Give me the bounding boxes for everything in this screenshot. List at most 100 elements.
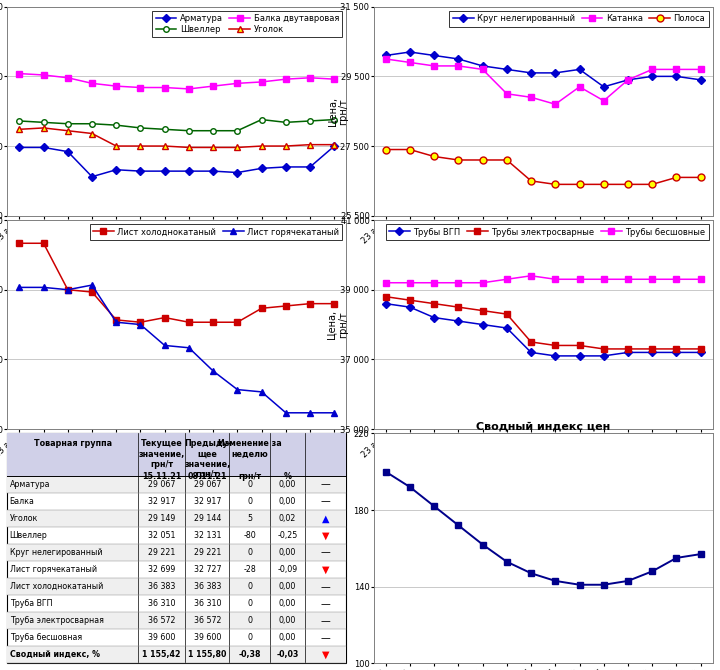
Круг нелегированный bbox=[600, 83, 608, 91]
Text: Арматура: Арматура bbox=[9, 480, 50, 489]
Text: 0,00: 0,00 bbox=[279, 582, 296, 591]
Трубы бесшовные bbox=[624, 275, 632, 283]
Арматура bbox=[233, 168, 242, 176]
Text: —: — bbox=[320, 582, 330, 592]
Text: 0,00: 0,00 bbox=[279, 633, 296, 643]
Text: 0,00: 0,00 bbox=[279, 480, 296, 489]
Полоса bbox=[405, 145, 414, 153]
Text: 32 727: 32 727 bbox=[194, 565, 221, 574]
Text: Балка: Балка bbox=[9, 497, 35, 506]
Круг нелегированный bbox=[430, 52, 438, 60]
Text: 29 067: 29 067 bbox=[194, 480, 221, 489]
Трубы ВГП bbox=[696, 348, 705, 356]
Катанка bbox=[600, 96, 608, 105]
Text: 36 310: 36 310 bbox=[194, 599, 221, 608]
Text: -28: -28 bbox=[243, 565, 256, 574]
Line: Катанка: Катанка bbox=[383, 56, 703, 107]
Швеллер bbox=[88, 120, 96, 128]
Трубы ВГП bbox=[430, 314, 438, 322]
Арматура bbox=[184, 167, 193, 175]
Уголок bbox=[63, 127, 72, 135]
Трубы бесшовные bbox=[454, 279, 463, 287]
Круг нелегированный bbox=[405, 48, 414, 56]
Круг нелегированный bbox=[503, 66, 511, 74]
Лист горячекатаный bbox=[257, 388, 266, 396]
Лист холоднокатаный bbox=[233, 318, 242, 326]
Text: Текущее
значение,
грн/т: Текущее значение, грн/т bbox=[138, 439, 184, 469]
Лист холоднокатаный bbox=[39, 239, 48, 247]
Арматура bbox=[112, 165, 120, 174]
Трубы электросварные bbox=[527, 338, 536, 346]
Трубы электросварные bbox=[575, 342, 584, 350]
Балка двутавровая bbox=[257, 78, 266, 86]
Text: 1 155,80: 1 155,80 bbox=[188, 651, 227, 659]
Балка двутавровая bbox=[184, 85, 193, 93]
Line: Круг нелегированный: Круг нелегированный bbox=[383, 49, 703, 90]
Лист горячекатаный bbox=[161, 342, 169, 350]
Балка двутавровая bbox=[136, 84, 145, 92]
Балка двутавровая bbox=[330, 75, 338, 83]
Швеллер bbox=[184, 127, 193, 135]
Круг нелегированный bbox=[624, 76, 632, 84]
Line: Трубы ВГП: Трубы ВГП bbox=[383, 301, 703, 358]
Трубы ВГП bbox=[503, 324, 511, 332]
Уголок bbox=[209, 143, 217, 151]
Text: 36 572: 36 572 bbox=[148, 616, 175, 625]
Лист холоднокатаный bbox=[282, 302, 290, 310]
Text: -0,09: -0,09 bbox=[277, 565, 297, 574]
Text: 0,00: 0,00 bbox=[279, 497, 296, 506]
Катанка bbox=[672, 66, 681, 74]
Text: -80: -80 bbox=[243, 531, 256, 540]
Лист холоднокатаный bbox=[136, 318, 145, 326]
Лист горячекатаный bbox=[88, 281, 96, 289]
Балка двутавровая bbox=[15, 70, 24, 78]
Legend: Лист холоднокатаный, Лист горячекатаный: Лист холоднокатаный, Лист горячекатаный bbox=[90, 224, 342, 240]
Балка двутавровая bbox=[88, 79, 96, 87]
Line: Лист холоднокатаный: Лист холоднокатаный bbox=[17, 241, 337, 325]
Трубы бесшовные bbox=[575, 275, 584, 283]
Трубы электросварные bbox=[405, 296, 414, 304]
Швеллер bbox=[306, 117, 315, 125]
Лист холоднокатаный bbox=[161, 314, 169, 322]
Text: Сводный индекс, %: Сводный индекс, % bbox=[9, 651, 99, 659]
Балка двутавровая bbox=[63, 74, 72, 82]
Legend: Круг нелегированный, Катанка, Полоса: Круг нелегированный, Катанка, Полоса bbox=[449, 11, 708, 27]
Катанка bbox=[696, 66, 705, 74]
Text: ▼: ▼ bbox=[322, 650, 329, 660]
Балка двутавровая bbox=[161, 84, 169, 92]
Bar bbox=[7, 544, 346, 561]
Швеллер bbox=[39, 119, 48, 127]
Text: Круг нелегированный: Круг нелегированный bbox=[9, 548, 102, 557]
Трубы электросварные bbox=[454, 303, 463, 311]
Text: -0,25: -0,25 bbox=[277, 531, 297, 540]
Трубы бесшовные bbox=[600, 275, 608, 283]
Text: 0,00: 0,00 bbox=[279, 616, 296, 625]
Арматура bbox=[257, 164, 266, 172]
Полоса bbox=[600, 180, 608, 188]
Text: Предыду-
щее
значение,
грн/т: Предыду- щее значение, грн/т bbox=[184, 439, 231, 479]
Полоса bbox=[454, 156, 463, 164]
Трубы электросварные bbox=[430, 299, 438, 308]
Полоса bbox=[696, 174, 705, 182]
Катанка bbox=[551, 100, 559, 109]
Катанка bbox=[478, 66, 487, 74]
Трубы ВГП bbox=[478, 320, 487, 328]
Трубы электросварные bbox=[672, 345, 681, 353]
Катанка bbox=[648, 66, 657, 74]
Text: Лист горячекатаный: Лист горячекатаный bbox=[9, 565, 96, 574]
Трубы бесшовные bbox=[551, 275, 559, 283]
Text: ▲: ▲ bbox=[322, 513, 329, 523]
Y-axis label: Цена,
грн/т: Цена, грн/т bbox=[327, 310, 348, 339]
Арматура bbox=[209, 167, 217, 175]
Text: 29 067: 29 067 bbox=[148, 480, 175, 489]
Балка двутавровая bbox=[209, 82, 217, 90]
Катанка bbox=[624, 76, 632, 84]
Трубы электросварные bbox=[648, 345, 657, 353]
Text: 36 572: 36 572 bbox=[194, 616, 221, 625]
Text: 29 221: 29 221 bbox=[194, 548, 221, 557]
Text: 32 699: 32 699 bbox=[148, 565, 175, 574]
Лист горячекатаный bbox=[15, 283, 24, 291]
Text: -0,38: -0,38 bbox=[238, 651, 261, 659]
Трубы ВГП bbox=[405, 303, 414, 311]
Уголок bbox=[282, 142, 290, 150]
